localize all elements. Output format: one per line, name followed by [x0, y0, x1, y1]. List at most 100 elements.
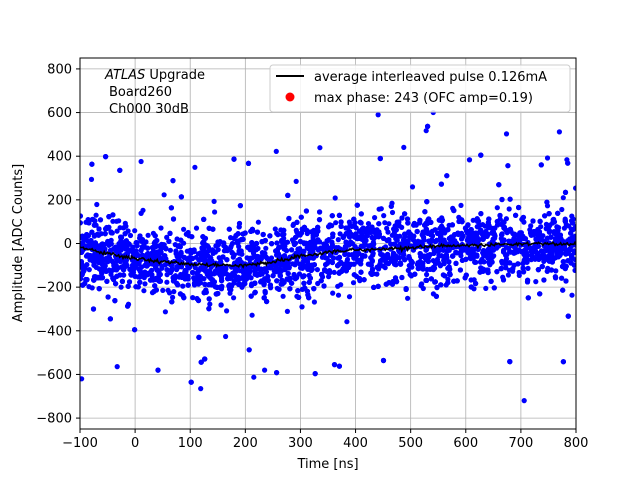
data-point — [338, 223, 344, 229]
data-point — [209, 277, 215, 283]
data-point — [130, 249, 136, 255]
data-point — [99, 261, 105, 267]
data-point — [403, 286, 409, 292]
data-point — [546, 211, 552, 217]
data-point — [353, 249, 359, 255]
y-axis-label: Amplitude [ADC Counts] — [11, 164, 26, 322]
data-point — [220, 254, 226, 260]
data-point — [563, 278, 569, 284]
data-point — [301, 273, 307, 279]
data-point — [309, 262, 315, 268]
data-point — [279, 262, 285, 268]
data-point — [466, 157, 473, 163]
data-point — [539, 263, 545, 270]
data-point — [507, 260, 513, 266]
data-point — [541, 277, 547, 283]
data-point — [114, 273, 120, 279]
data-point — [162, 309, 168, 315]
data-point — [402, 211, 408, 217]
data-point — [298, 214, 304, 220]
data-point — [134, 243, 140, 249]
data-point — [419, 281, 425, 287]
data-point — [134, 261, 140, 267]
data-point — [344, 319, 350, 325]
data-point — [422, 222, 428, 228]
data-point — [438, 233, 444, 239]
data-point — [317, 209, 323, 215]
data-point — [152, 250, 158, 256]
data-point — [510, 266, 516, 272]
data-point — [226, 283, 232, 289]
data-point — [272, 226, 278, 232]
data-point — [468, 227, 474, 233]
data-point — [550, 217, 556, 223]
data-point — [553, 231, 560, 238]
data-point — [104, 278, 110, 284]
data-point — [559, 206, 565, 213]
data-point — [170, 178, 176, 184]
data-point — [261, 295, 267, 301]
data-point — [484, 233, 490, 239]
data-point — [404, 216, 411, 222]
data-point — [139, 238, 145, 244]
data-point — [122, 231, 128, 237]
x-tick-label: 500 — [398, 436, 423, 451]
data-point — [376, 221, 382, 227]
data-point — [535, 232, 541, 238]
data-point — [103, 154, 109, 160]
data-point — [299, 226, 305, 232]
data-point — [503, 131, 510, 137]
data-point — [166, 238, 172, 244]
data-point — [127, 232, 134, 239]
data-point — [251, 374, 257, 380]
data-point — [201, 290, 207, 296]
data-point — [80, 234, 83, 240]
data-point — [371, 284, 377, 290]
data-point — [537, 253, 543, 260]
data-point — [420, 285, 426, 292]
data-point — [402, 257, 408, 263]
data-point — [205, 243, 211, 249]
data-point — [462, 275, 468, 281]
data-point — [346, 294, 353, 300]
data-point — [369, 257, 375, 264]
data-point — [458, 202, 464, 208]
data-point — [274, 230, 280, 236]
data-point — [252, 289, 258, 295]
data-point — [318, 278, 324, 284]
y-tick-label: 600 — [47, 106, 72, 121]
data-point — [185, 282, 191, 288]
data-point — [427, 266, 433, 272]
data-point — [292, 240, 298, 246]
data-point — [491, 285, 497, 291]
data-point — [501, 247, 507, 254]
data-point — [538, 162, 544, 168]
data-point — [106, 214, 112, 220]
legend-label-average: average interleaved pulse 0.126mA — [314, 70, 547, 85]
data-point — [110, 212, 116, 218]
data-point — [293, 178, 299, 184]
data-point — [202, 356, 208, 362]
data-point — [215, 290, 221, 297]
data-point — [426, 238, 432, 244]
data-point — [293, 234, 299, 240]
data-point — [308, 255, 314, 261]
data-point — [447, 272, 453, 278]
data-point — [503, 265, 509, 271]
data-point — [80, 282, 86, 288]
legend: average interleaved pulse 0.126mA max ph… — [269, 64, 571, 113]
data-point — [252, 280, 258, 286]
data-point — [261, 281, 267, 287]
data-point — [530, 218, 536, 224]
data-point — [354, 202, 360, 208]
data-point — [516, 204, 522, 211]
data-point — [92, 218, 98, 224]
data-point — [393, 278, 399, 284]
data-point — [310, 242, 316, 248]
data-point — [121, 267, 127, 273]
data-point — [224, 308, 230, 314]
data-point — [431, 250, 437, 256]
data-point — [359, 236, 365, 242]
data-point — [255, 219, 261, 225]
data-point — [361, 277, 367, 283]
